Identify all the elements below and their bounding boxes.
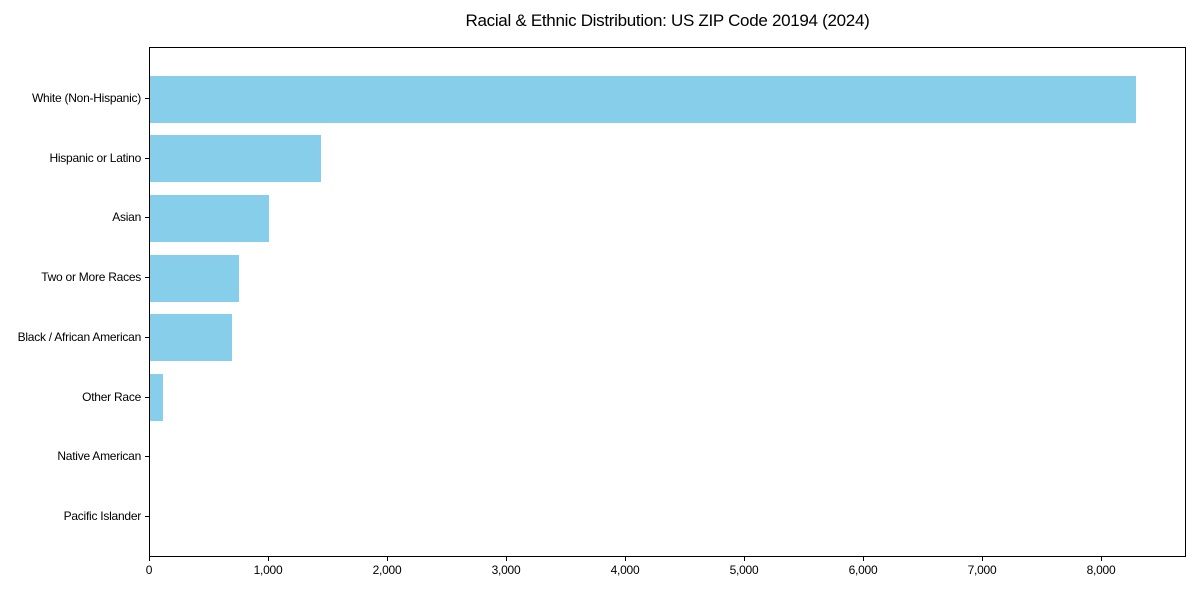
- x-tick-label: 4,000: [610, 563, 640, 577]
- plot-area: [149, 47, 1186, 557]
- bar-two-or-more-races: [150, 254, 239, 302]
- bar-black-african-american: [150, 314, 232, 362]
- y-tick-label: Other Race: [82, 389, 141, 404]
- x-axis-tick: [625, 557, 626, 561]
- x-tick-label: 3,000: [491, 563, 521, 577]
- y-tick-label: Native American: [57, 449, 141, 464]
- x-tick-label: 5,000: [729, 563, 759, 577]
- x-axis-tick: [387, 557, 388, 561]
- chart-title: Racial & Ethnic Distribution: US ZIP Cod…: [465, 11, 870, 30]
- x-tick-label: 2,000: [372, 563, 402, 577]
- bar-white-non-hispanic: [150, 75, 1136, 123]
- bar-asian: [150, 194, 269, 242]
- y-axis-tick: [145, 515, 149, 517]
- bar-hispanic-or-latino: [150, 135, 321, 183]
- x-axis-tick: [744, 557, 745, 561]
- y-axis-tick: [145, 277, 149, 279]
- x-tick-label: 0: [145, 563, 153, 577]
- x-axis-tick: [149, 557, 150, 561]
- y-axis-tick: [145, 157, 149, 159]
- y-axis-tick: [145, 396, 149, 398]
- x-axis-tick: [506, 557, 507, 561]
- y-tick-label: White (Non-Hispanic): [31, 91, 141, 105]
- y-tick-label: Asian: [112, 210, 141, 225]
- x-axis-tick: [1101, 557, 1102, 561]
- x-tick-label: 6,000: [848, 563, 878, 577]
- x-axis-tick: [982, 557, 983, 561]
- x-tick-label: 8,000: [1086, 563, 1116, 577]
- x-axis-tick: [268, 557, 269, 561]
- x-axis-tick: [863, 557, 864, 561]
- x-tick-label: 1,000: [253, 563, 283, 577]
- y-axis-tick: [145, 98, 149, 99]
- y-tick-label: Two or More Races: [41, 270, 141, 285]
- y-tick-label: Hispanic or Latino: [49, 150, 141, 165]
- bar-other-race: [150, 374, 163, 421]
- x-tick-label: 7,000: [967, 563, 997, 577]
- y-tick-label: Black / African American: [17, 329, 142, 344]
- y-tick-label: Pacific Islander: [63, 508, 142, 523]
- y-axis-tick: [145, 456, 149, 458]
- y-axis-tick: [145, 217, 149, 219]
- y-axis-tick: [145, 336, 149, 338]
